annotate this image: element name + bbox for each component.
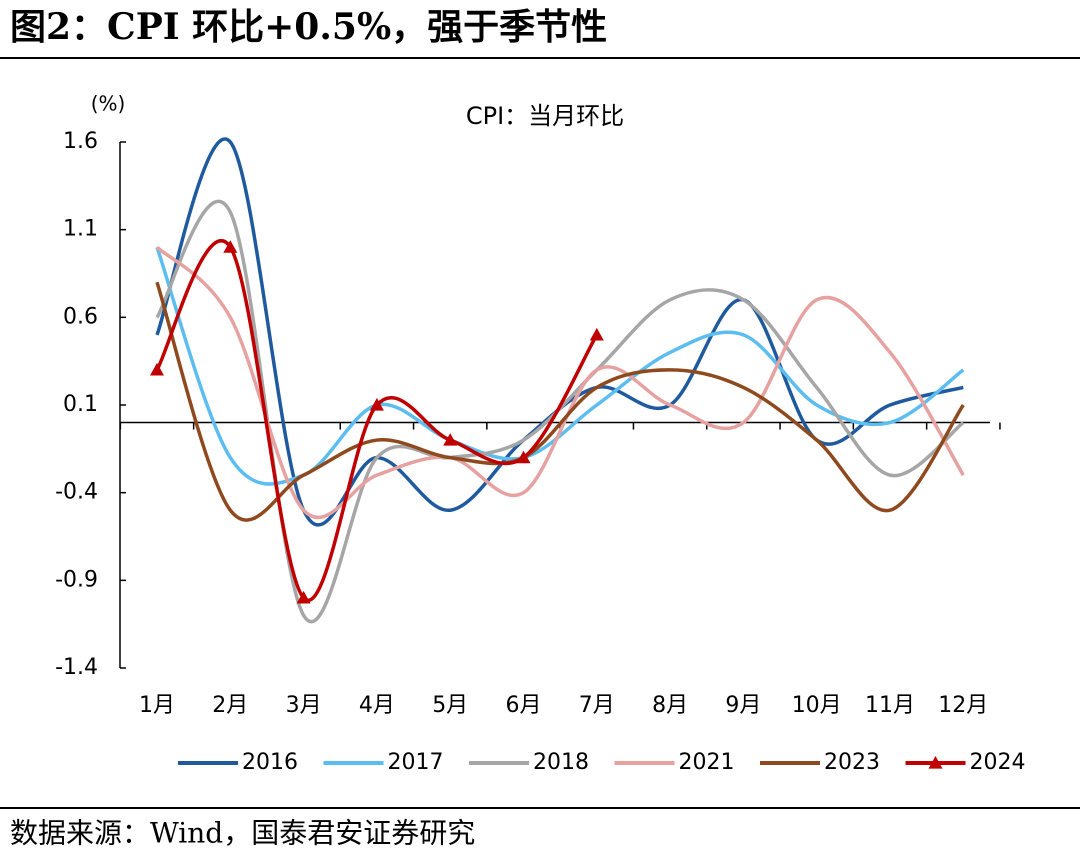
point-marker	[223, 240, 238, 253]
legend-label: 2024	[970, 750, 1026, 775]
x-tick-label: 6月	[506, 693, 542, 718]
chart-title: 图2：CPI 环比+0.5%，强于季节性	[10, 6, 607, 48]
x-tick-label: 12月	[938, 693, 988, 718]
x-tick-label: 11月	[865, 693, 915, 718]
x-tick-label: 8月	[652, 693, 688, 718]
y-tick-label: -0.9	[55, 567, 98, 592]
source: 数据来源：Wind，国泰君安证券研究	[10, 817, 475, 850]
y-tick-label: 1.1	[63, 217, 98, 242]
point-marker	[443, 433, 458, 446]
series-line	[155, 239, 599, 603]
series-line	[155, 246, 965, 486]
series-line	[155, 199, 965, 624]
chart-subtitle: CPI：当月环比	[466, 102, 624, 130]
x-tick-label: 5月	[432, 693, 468, 718]
legend-label: 2017	[388, 750, 444, 775]
point-marker	[150, 362, 164, 376]
x-tick-label: 2月	[212, 693, 248, 718]
series-line	[155, 281, 965, 522]
point-marker	[516, 450, 531, 464]
x-tick-label: 10月	[792, 693, 842, 718]
point-marker	[589, 327, 604, 341]
legend-marker	[928, 756, 943, 769]
legend-label: 2016	[242, 750, 298, 775]
x-tick-label: 7月	[579, 693, 615, 718]
series-line	[155, 245, 965, 520]
point-marker	[296, 590, 311, 604]
point-marker	[369, 398, 384, 411]
y-tick-label: 0.1	[63, 392, 98, 417]
y-tick-label: -0.4	[55, 480, 98, 505]
series-line	[155, 137, 964, 527]
legend-label: 2018	[533, 750, 589, 775]
x-tick-label: 4月	[359, 693, 395, 718]
y-tick-label: -1.4	[55, 655, 98, 680]
y-tick-label: 1.6	[63, 129, 98, 154]
y-tick-label: 0.6	[63, 304, 98, 329]
x-tick-label: 1月	[139, 693, 175, 718]
x-tick-label: 3月	[286, 693, 322, 718]
x-tick-label: 9月	[725, 693, 761, 718]
legend-label: 2021	[679, 750, 735, 775]
legend-label: 2023	[824, 750, 880, 775]
y-axis-label: (%)	[91, 92, 126, 116]
